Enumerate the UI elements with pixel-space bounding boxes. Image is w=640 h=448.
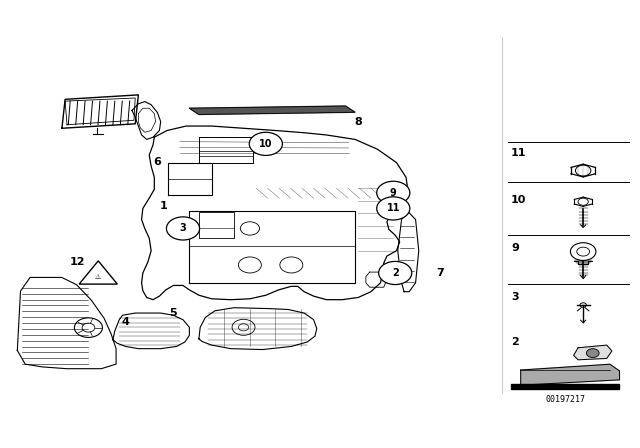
- Polygon shape: [141, 126, 408, 300]
- Polygon shape: [113, 313, 189, 349]
- Circle shape: [74, 318, 102, 337]
- Text: 3: 3: [511, 293, 519, 302]
- Polygon shape: [189, 106, 355, 115]
- Circle shape: [377, 197, 410, 220]
- Text: 11: 11: [511, 148, 527, 158]
- Text: 4: 4: [122, 317, 129, 327]
- Text: 2: 2: [511, 337, 519, 347]
- Polygon shape: [199, 308, 317, 349]
- Text: 3: 3: [180, 224, 186, 233]
- Text: 6: 6: [154, 157, 161, 167]
- Polygon shape: [511, 384, 620, 389]
- Polygon shape: [17, 277, 116, 369]
- Polygon shape: [79, 261, 117, 284]
- Text: 11: 11: [387, 203, 400, 213]
- Text: 9: 9: [511, 243, 519, 254]
- Text: 2: 2: [392, 268, 399, 278]
- Text: 9: 9: [390, 188, 397, 198]
- Polygon shape: [574, 260, 592, 264]
- Circle shape: [166, 217, 200, 240]
- Text: 10: 10: [259, 139, 273, 149]
- Text: 10: 10: [511, 194, 527, 205]
- Polygon shape: [573, 345, 612, 360]
- Circle shape: [379, 261, 412, 284]
- Text: 8: 8: [355, 116, 362, 127]
- Polygon shape: [521, 364, 620, 385]
- Circle shape: [377, 181, 410, 204]
- Circle shape: [249, 132, 282, 155]
- Text: ⚠: ⚠: [95, 274, 101, 280]
- Bar: [199, 212, 234, 238]
- Text: 1: 1: [160, 201, 168, 211]
- Text: 00197217: 00197217: [545, 396, 586, 405]
- Circle shape: [586, 349, 599, 358]
- Text: 7: 7: [436, 268, 444, 278]
- Text: 5: 5: [170, 308, 177, 318]
- Text: 12: 12: [70, 257, 86, 267]
